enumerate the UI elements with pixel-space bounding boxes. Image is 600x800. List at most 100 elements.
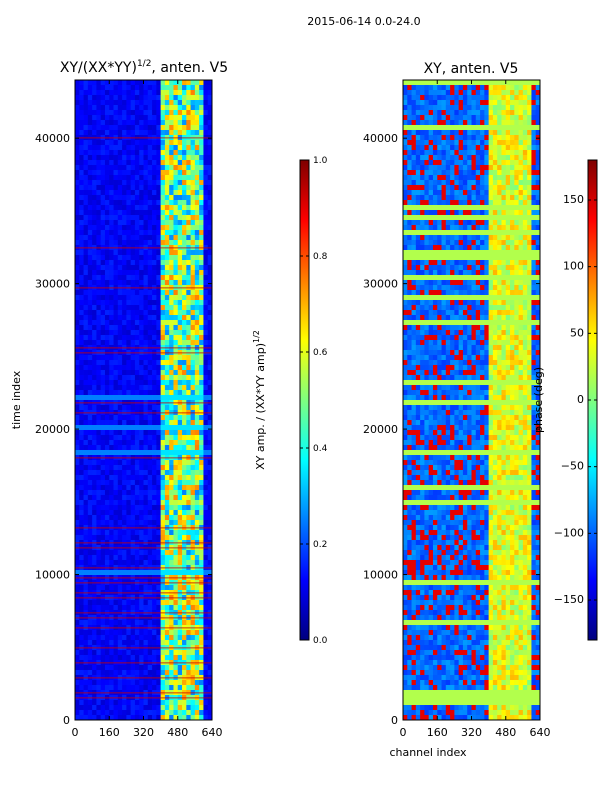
heatmap-cell [407,80,412,86]
heatmap-cell [186,485,191,491]
heatmap-cell [173,670,179,676]
heatmap-cell [109,205,114,211]
heatmap-cell [501,155,507,161]
heatmap-cell [139,95,144,101]
heatmap-cell [126,370,132,376]
heatmap-cell [96,210,102,216]
heatmap-cell [186,390,191,396]
heatmap-cell [415,155,421,161]
heatmap-cell [79,275,84,281]
heatmap-cell [87,185,93,191]
heatmap-cell [147,210,153,216]
heatmap-cell [169,685,174,691]
heatmap-cell [100,170,106,176]
heatmap-cell [199,655,204,661]
heatmap-cell [531,85,537,91]
heatmap-cell [83,140,89,146]
heatmap-cell [160,320,166,326]
heatmap-cell [92,225,97,231]
heatmap-cell [92,710,97,716]
heatmap-cell [164,405,170,411]
heatmap-cell [160,175,166,181]
heatmap-cell [173,530,179,536]
heatmap-cell [173,160,179,166]
heatmap-cell [79,535,84,541]
heatmap-cell [139,560,144,566]
heatmap-cell [96,330,102,336]
heatmap-cell [194,265,200,271]
heatmap-cell [100,150,106,156]
heatmap-cell [126,630,132,636]
heatmap-cell [186,420,191,426]
heatmap-cell [194,85,200,91]
heatmap-cell [134,150,140,156]
heatmap-cell [139,430,144,436]
heatmap-cell [79,470,84,476]
heatmap-cell [134,425,140,431]
heatmap-cell [152,305,157,311]
heatmap-cell [186,370,191,376]
heatmap-cell [75,110,80,116]
heatmap-cell [117,570,123,576]
heatmap-cell [462,185,468,191]
heatmap-cell [83,185,89,191]
heatmap-cell [104,315,110,321]
heatmap-cell [531,110,537,116]
heatmap-cell [83,510,89,516]
heatmap-cell [100,195,106,201]
heatmap-cell [117,495,123,501]
heatmap-cell [113,300,119,306]
heatmap-cell [199,430,204,436]
heatmap-cell [194,160,200,166]
heatmap-cell [160,205,166,211]
heatmap-cell [100,655,106,661]
heatmap-cell [79,125,84,131]
heatmap-cell [514,80,519,86]
heatmap-cell [203,515,209,521]
heatmap-cell [79,465,84,471]
heatmap-cell [480,145,485,151]
heatmap-cell [177,310,183,316]
heatmap-cell [122,420,127,426]
y-tick-label: 20000 [35,423,70,436]
heatmap-cell [160,570,166,576]
heatmap-cell [518,165,524,171]
heatmap-cell [169,390,174,396]
heatmap-cell [104,430,110,436]
heatmap-cell [83,450,89,456]
heatmap-cell [177,155,183,161]
heatmap-cell [134,515,140,521]
heatmap-cell [109,200,114,206]
heatmap-cell [203,365,209,371]
heatmap-cell [177,705,183,711]
heatmap-cell [160,140,166,146]
heatmap-cell [428,175,434,181]
heatmap-cell [104,200,110,206]
heatmap-cell [194,605,200,611]
heatmap-cell [83,445,89,451]
heatmap-cell [203,265,209,271]
heatmap-cell [492,105,498,111]
heatmap-cell [147,710,153,716]
heatmap-cell [117,395,123,401]
heatmap-cell [182,390,187,396]
heatmap-cell [186,180,191,186]
heatmap-cell [501,110,507,116]
heatmap-cell [143,150,149,156]
heatmap-cell [471,190,477,196]
heatmap-cell [475,160,481,166]
heatmap-cell [130,120,136,126]
heatmap-cell [92,220,97,226]
heatmap-cell [104,295,110,301]
heatmap-cell [100,425,106,431]
heatmap-cell [75,280,80,286]
heatmap-cell [454,110,460,116]
heatmap-cell [531,150,537,156]
heatmap-cell [207,225,212,231]
heatmap-cell [207,605,212,611]
heatmap-cell [177,165,183,171]
heatmap-cell [510,185,515,191]
heatmap-cell [194,375,200,381]
heatmap-cell [207,375,212,381]
heatmap-cell [122,130,127,136]
